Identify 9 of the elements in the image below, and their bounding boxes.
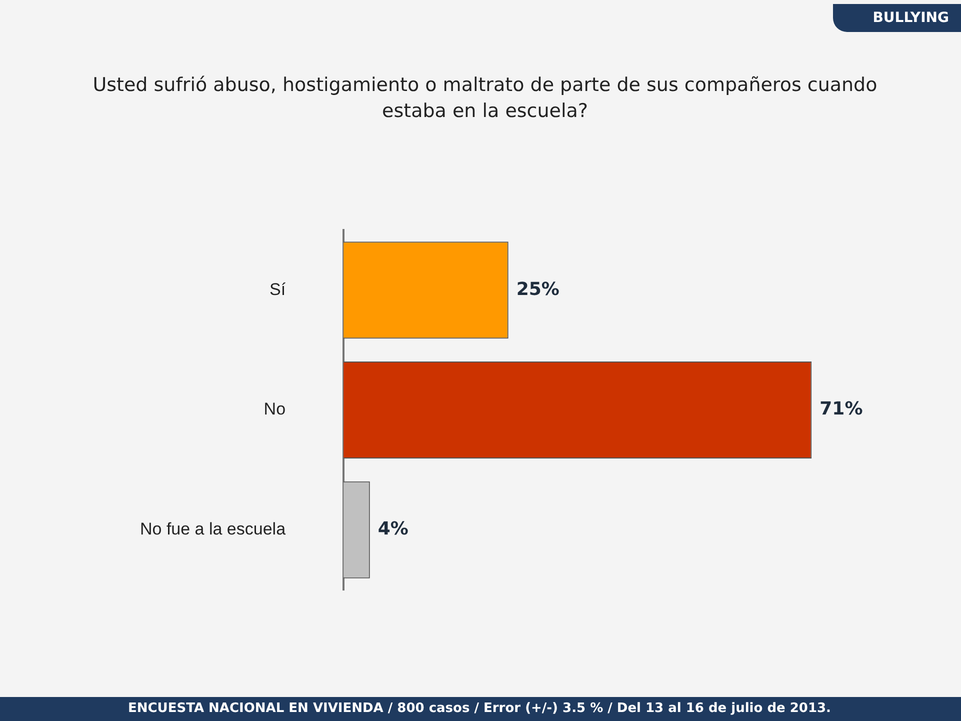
y-tick-label: No (264, 400, 286, 419)
y-tick-label: No fue a la escuela (140, 520, 286, 539)
data-label: 4% (378, 518, 408, 540)
text: BULLYING (832, 4, 961, 32)
data-label: 25% (516, 278, 560, 300)
y-tick-label: Sí (269, 280, 286, 299)
text: ENCUESTA NACIONAL EN VIVIENDA / 800 casos / Error (+/-) 3.5 % / Del 13 al 16 de julio de 2013. (0, 697, 961, 721)
data-label: 71% (820, 398, 863, 420)
chart-title: Usted sufrió abuso, hostigamiento o maltrato de parte de sus compañeros cuando estaba en la escuela? (92, 73, 878, 124)
